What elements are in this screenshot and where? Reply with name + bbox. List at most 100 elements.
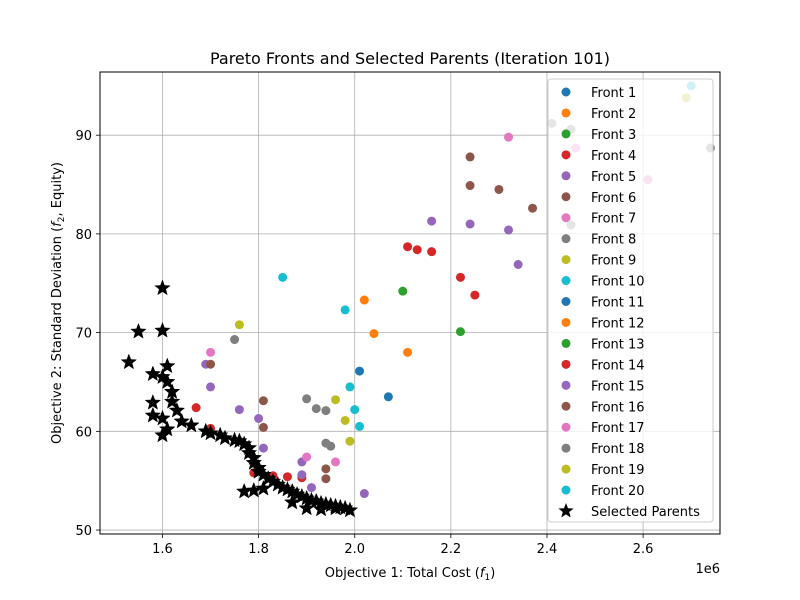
y-tick-label: 70 [75, 327, 92, 342]
y-tick-label: 90 [75, 129, 92, 144]
front-6-point [528, 203, 538, 213]
legend-label: Front 20 [591, 484, 645, 499]
x-axis-ticks: 1.6 1.8 2.0 2.2 2.4 2.6 [152, 534, 653, 557]
front-6-point [258, 422, 268, 432]
selected-parent-star [144, 365, 162, 382]
selected-parent-star [154, 321, 171, 338]
legend-marker-front-16 [561, 401, 571, 411]
front-12-point [359, 295, 369, 305]
y-axis-label: Objective 2: Standard Deviation (f2, Equ… [50, 162, 67, 444]
selected-parent-star [255, 479, 272, 496]
front-9-point [340, 415, 350, 425]
front-7-point [331, 457, 341, 467]
legend-box [547, 78, 714, 523]
selected-parent-star [173, 412, 190, 429]
front-5-point [297, 470, 307, 480]
selected-parent-star [154, 426, 171, 443]
legend-label: Front 4 [591, 149, 636, 164]
legend-marker-front-8 [561, 234, 571, 244]
legend-marker-front-18 [561, 443, 571, 453]
selected-parents-markers [120, 279, 359, 518]
legend-marker-front-3 [561, 129, 571, 139]
front-12-point [369, 329, 379, 339]
selected-parent-star [168, 401, 186, 418]
legend-label: Front 9 [591, 254, 636, 269]
front-5-point [206, 382, 216, 392]
legend-label: Front 1 [591, 86, 636, 101]
front-10-point [355, 421, 365, 431]
front-13-point [455, 327, 465, 337]
x-tick-label: 2.2 [441, 542, 462, 557]
selected-parent-star [283, 493, 301, 510]
front-8-point [321, 406, 331, 416]
legend-marker-front-20 [561, 485, 571, 495]
legend-marker-front-17 [561, 422, 571, 432]
front-4-point [403, 242, 413, 252]
legend-label: Front 18 [591, 442, 645, 457]
selected-parent-star [341, 501, 359, 518]
front-6-point [206, 359, 216, 369]
legend-star-marker [558, 503, 574, 518]
legend-label: Front 11 [591, 296, 645, 311]
selected-parent-star [154, 279, 171, 296]
front-7-point [302, 452, 312, 462]
selected-parent-star [159, 373, 176, 390]
front-5-point [513, 260, 523, 269]
selected-parent-star [120, 353, 138, 370]
front-6-point [465, 181, 475, 191]
legend: Front 1 Front 2 Front 3 Front 4 Front 5 Front… [547, 78, 714, 523]
legend-marker-front-2 [561, 108, 571, 118]
front-5-point [306, 483, 316, 493]
legend-label: Front 7 [591, 212, 636, 227]
legend-marker-front-5 [561, 171, 571, 181]
legend-label: Front 13 [591, 337, 645, 352]
front-10-point [278, 272, 288, 282]
front-9-point [331, 395, 341, 405]
x-tick-label: 1.6 [152, 542, 173, 557]
selected-parent-star [130, 322, 147, 339]
legend-label: Front 8 [591, 233, 636, 248]
front-6-point [321, 464, 331, 474]
front-9-point [234, 320, 244, 330]
x-axis-multiplier: 1e6 [695, 562, 720, 577]
front-8-point [326, 441, 336, 451]
front-13-point [398, 286, 408, 296]
legend-label: Selected Parents [591, 505, 700, 520]
legend-marker-front-12 [561, 317, 571, 327]
legend-marker-front-11 [561, 297, 571, 306]
legend-marker-front-7 [561, 213, 571, 223]
legend-label: Front 19 [591, 463, 645, 478]
y-tick-label: 60 [75, 425, 92, 440]
x-tick-label: 2.6 [633, 542, 654, 557]
front-4-point [427, 247, 437, 257]
front-4-point [412, 245, 422, 255]
front-10-point [350, 405, 360, 415]
legend-marker-front-13 [561, 338, 571, 348]
legend-marker-front-10 [561, 276, 571, 286]
front-6-point [465, 152, 475, 162]
front-5-point [359, 489, 369, 499]
y-tick-label: 50 [75, 524, 92, 539]
front-6-point [494, 184, 504, 194]
selected-parent-star [154, 409, 171, 426]
legend-label: Front 15 [591, 379, 645, 394]
selected-parent-star [163, 393, 181, 409]
selected-parent-star [202, 424, 219, 441]
legend-marker-front-1 [561, 87, 571, 97]
front-12-point [403, 347, 413, 357]
legend-marker-front-19 [561, 464, 571, 474]
front-5-point [254, 414, 264, 423]
chart-title: Pareto Fronts and Selected Parents (Iter… [210, 49, 610, 68]
legend-label: Front 5 [591, 170, 636, 185]
selected-parent-star [216, 429, 234, 446]
front-4-point [470, 290, 480, 300]
front-7-point [504, 132, 514, 142]
x-tick-label: 2.0 [344, 542, 365, 557]
legend-label: Front 3 [591, 128, 636, 143]
front-6-point [258, 396, 268, 406]
legend-marker-front-15 [561, 380, 571, 390]
front-4-point [191, 403, 201, 413]
selected-parent-star [183, 416, 200, 433]
legend-marker-front-4 [561, 150, 571, 160]
